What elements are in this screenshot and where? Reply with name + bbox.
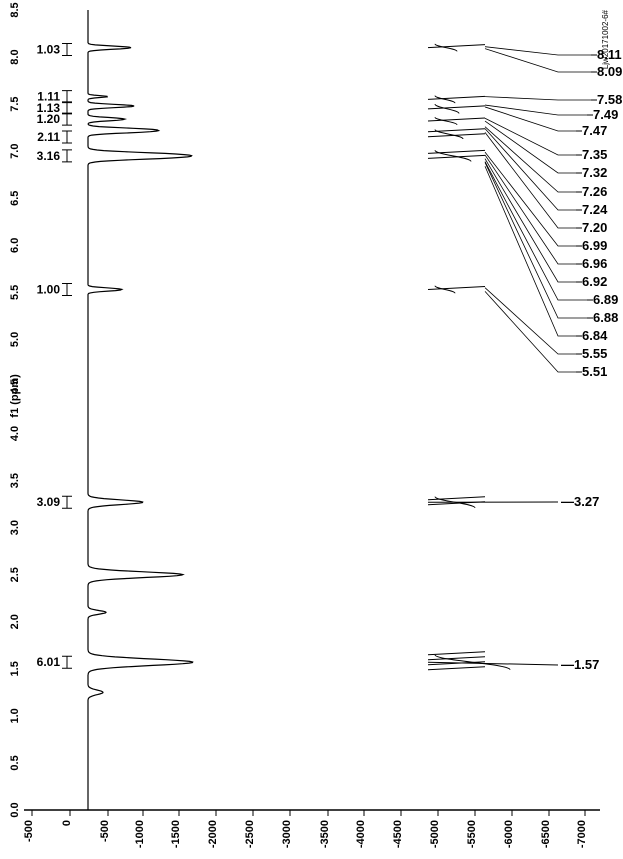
y-tick-label: 1.0: [9, 708, 21, 723]
integration-bracket: [62, 91, 72, 103]
y-tick-label: 7.5: [9, 96, 21, 111]
peak-label: 7.58: [597, 92, 622, 107]
peak-label: 7.49: [593, 107, 618, 122]
x-tick-label: -7000: [576, 820, 588, 848]
x-tick-label: -2000: [207, 820, 219, 848]
peak-tree-branch: [485, 97, 591, 100]
integration-label: 1.03: [37, 43, 61, 57]
integration-bracket: [62, 113, 72, 125]
y-tick-label: 4.0: [9, 426, 21, 441]
peak-label: 7.20: [582, 220, 607, 235]
y-axis-title: f1 (ppm): [9, 374, 21, 418]
peak-tree-branch: [485, 291, 576, 372]
peak-label: 5.55: [582, 346, 607, 361]
y-tick-label: 6.5: [9, 191, 21, 206]
integration-label: 3.09: [37, 495, 61, 509]
peak-tree-stub: [428, 667, 485, 670]
y-tick-label: 5.5: [9, 285, 21, 300]
peak-label: 7.47: [582, 123, 607, 138]
integration-label: 1.20: [37, 112, 61, 126]
peak-tree-stub: [428, 106, 485, 109]
x-tick-label: -1500: [170, 820, 182, 848]
x-tick-label: -5000: [429, 820, 441, 848]
y-tick-label: 3.0: [9, 520, 21, 535]
x-tick-label: -4000: [355, 820, 367, 848]
integration-label: 3.16: [37, 149, 61, 163]
peak-label: 6.99: [582, 238, 607, 253]
peak-tree-branch: [485, 132, 576, 228]
integration-label: 2.11: [37, 130, 60, 144]
peak-label: 8.11: [597, 47, 622, 62]
peak-label: 8.09: [597, 64, 622, 79]
peak-label: —1.57: [561, 657, 599, 672]
y-tick-label: 1.5: [9, 661, 21, 676]
x-tick-label: 0: [61, 820, 73, 826]
y-tick-label: 2.5: [9, 567, 21, 582]
peak-tree-branch: [485, 152, 576, 246]
y-tick-label: 5.0: [9, 332, 21, 347]
y-tick-label: 6.0: [9, 238, 21, 253]
y-tick-label: 2.0: [9, 614, 21, 629]
peak-label: 7.24: [582, 202, 608, 217]
integration-bracket: [62, 656, 72, 668]
peak-tree-stub: [428, 129, 485, 132]
peak-label: 7.26: [582, 184, 607, 199]
x-tick-label: -4500: [392, 820, 404, 848]
spectrum-trace: [88, 10, 193, 810]
peak-tree-branch: [485, 107, 576, 131]
peak-label: 6.84: [582, 328, 608, 343]
peak-label: 7.32: [582, 165, 607, 180]
integral-curve: [435, 286, 455, 294]
peak-label: 6.92: [582, 274, 607, 289]
nmr-plot: -5000-500-1000-1500-2000-2500-3000-3500-…: [0, 0, 623, 859]
x-tick-label: -6500: [540, 820, 552, 848]
integration-bracket: [62, 44, 72, 56]
integration-label: 6.01: [37, 655, 61, 669]
peak-tree-stub: [428, 155, 485, 158]
integral-curve: [435, 96, 455, 104]
peak-label: 6.96: [582, 256, 607, 271]
peak-tree-stub: [428, 657, 485, 660]
peak-label: 7.35: [582, 147, 607, 162]
x-tick-label: -1000: [134, 820, 146, 848]
peak-tree-branch: [485, 118, 576, 155]
y-tick-label: 0.5: [9, 755, 21, 770]
peak-label: —3.27: [561, 494, 599, 509]
peak-tree-stub: [428, 652, 485, 655]
peak-label: 5.51: [582, 364, 607, 379]
y-tick-label: 0.0: [9, 802, 21, 817]
y-tick-label: 7.0: [9, 144, 21, 159]
integration-bracket: [62, 496, 72, 508]
peak-tree-branch: [485, 121, 576, 173]
peak-tree-branch: [485, 105, 587, 115]
peak-label: 6.88: [593, 310, 618, 325]
integration-bracket: [62, 284, 72, 296]
integration-label: 1.00: [37, 283, 61, 297]
peak-tree-branch: [485, 288, 576, 354]
integral-curve: [435, 44, 457, 52]
peak-tree-branch: [485, 159, 576, 282]
x-tick-label: -6000: [503, 820, 515, 848]
y-tick-label: 8.5: [9, 2, 21, 17]
x-tick-label: -5500: [466, 820, 478, 848]
integral-curve: [435, 117, 457, 125]
integration-bracket: [62, 102, 72, 114]
integration-bracket: [62, 150, 72, 162]
x-tick-label: -500: [99, 820, 111, 842]
integration-bracket: [62, 131, 72, 143]
peak-label: 6.89: [593, 292, 618, 307]
integral-curve: [435, 104, 459, 113]
x-tick-label: -2500: [244, 820, 256, 848]
x-tick-label: -3000: [281, 820, 293, 848]
x-tick-label: -500: [23, 820, 35, 842]
peak-tree-branch: [485, 49, 591, 72]
y-tick-label: 8.0: [9, 49, 21, 64]
x-tick-label: -3500: [319, 820, 331, 848]
y-tick-label: 3.5: [9, 473, 21, 488]
